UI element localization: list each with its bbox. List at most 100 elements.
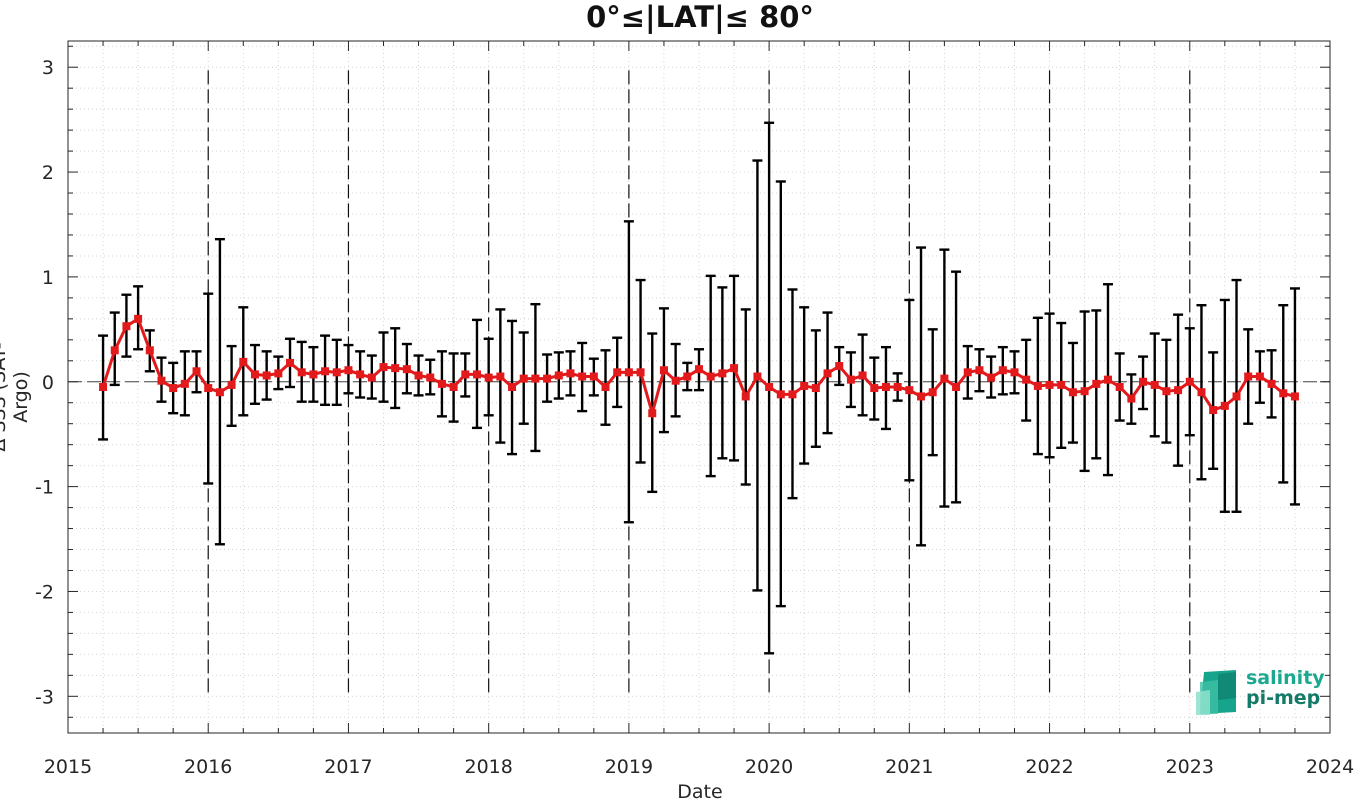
x-tick-label: 2024 [1306, 756, 1354, 778]
data-point [741, 392, 750, 401]
data-point [1185, 377, 1194, 386]
data-point [846, 375, 855, 384]
data-point [718, 369, 727, 378]
data-point [134, 314, 143, 323]
data-point [250, 370, 259, 379]
data-point [1139, 377, 1148, 386]
data-point [589, 372, 598, 381]
data-point [508, 383, 517, 391]
data-point [426, 373, 435, 382]
logo-line1: salinity [1246, 667, 1325, 689]
data-point [648, 409, 657, 418]
data-point [1279, 389, 1288, 398]
data-point [706, 372, 715, 381]
data-point [730, 364, 739, 373]
data-point [1197, 388, 1206, 397]
data-point [1115, 383, 1124, 391]
data-point [274, 369, 283, 378]
chart-title: 0°≤|LAT|≤ 80° [586, 0, 814, 34]
data-point [940, 374, 949, 383]
data-point [1092, 379, 1101, 388]
data-point [671, 376, 680, 385]
data-point [881, 383, 890, 391]
x-tick-label: 2023 [1166, 756, 1214, 778]
data-point [402, 365, 411, 374]
data-point [1080, 387, 1089, 396]
data-point [776, 390, 785, 399]
data-point [157, 376, 166, 385]
x-tick-label: 2022 [1025, 756, 1073, 778]
data-point [1220, 401, 1229, 410]
data-point [227, 380, 236, 389]
data-point [239, 357, 248, 366]
data-point [1232, 392, 1241, 401]
data-point [1022, 375, 1031, 384]
grid-layer [67, 41, 1331, 733]
data-point [321, 367, 330, 376]
data-point [963, 368, 972, 377]
data-point [928, 388, 937, 397]
x-tick-label: 2016 [184, 756, 232, 778]
data-point [1068, 388, 1077, 397]
y-tick-label: -2 [35, 581, 54, 603]
data-point [788, 390, 797, 399]
data-point [566, 369, 575, 378]
data-point [519, 374, 528, 383]
x-tick-label: 2015 [44, 756, 92, 778]
y-tick-label: 0 [42, 372, 54, 394]
data-point [613, 368, 622, 377]
data-point [624, 368, 633, 377]
data-point [332, 368, 341, 377]
data-point [1162, 387, 1171, 396]
data-point [870, 384, 879, 393]
data-point [1103, 375, 1112, 384]
data-point [215, 388, 224, 397]
data-point [356, 370, 365, 379]
data-point [695, 365, 703, 374]
data-point [367, 373, 376, 382]
data-point [145, 346, 154, 355]
salinity-pi-mep-logo: salinity pi-mep [1196, 668, 1326, 718]
data-point [344, 366, 353, 375]
data-point [496, 372, 505, 381]
data-point [484, 373, 493, 382]
data-point [835, 362, 844, 371]
x-tick-label: 2021 [885, 756, 933, 778]
waves-logo-icon [1196, 670, 1236, 715]
data-point [531, 374, 540, 383]
data-point [823, 369, 832, 378]
data-point [987, 373, 996, 382]
data-point [391, 364, 400, 373]
data-point [543, 374, 552, 383]
data-point [905, 386, 914, 395]
x-tick-label: 2020 [745, 756, 793, 778]
data-point [309, 370, 318, 379]
data-point [554, 371, 563, 380]
x-tick-label: 2017 [324, 756, 372, 778]
data-point [1255, 372, 1264, 381]
data-point [952, 383, 961, 391]
data-point [601, 383, 610, 391]
data-point [286, 358, 295, 367]
data-point [1290, 392, 1299, 401]
data-point [1057, 380, 1066, 389]
data-point [753, 372, 762, 381]
data-point [659, 366, 668, 375]
data-point [461, 370, 470, 379]
data-point [204, 384, 213, 393]
data-point [1010, 368, 1019, 377]
data-point [379, 363, 388, 372]
data-point [122, 322, 131, 331]
x-axis-label: Date [677, 781, 723, 803]
data-point [297, 368, 306, 377]
data-point [414, 371, 423, 380]
x-tick-label: 2019 [605, 756, 653, 778]
y-tick-label: 3 [42, 57, 54, 79]
data-point [169, 384, 178, 393]
data-point [1267, 379, 1276, 388]
data-point [917, 392, 926, 401]
data-point [858, 371, 867, 380]
data-point [1033, 381, 1042, 390]
data-point [99, 383, 108, 391]
